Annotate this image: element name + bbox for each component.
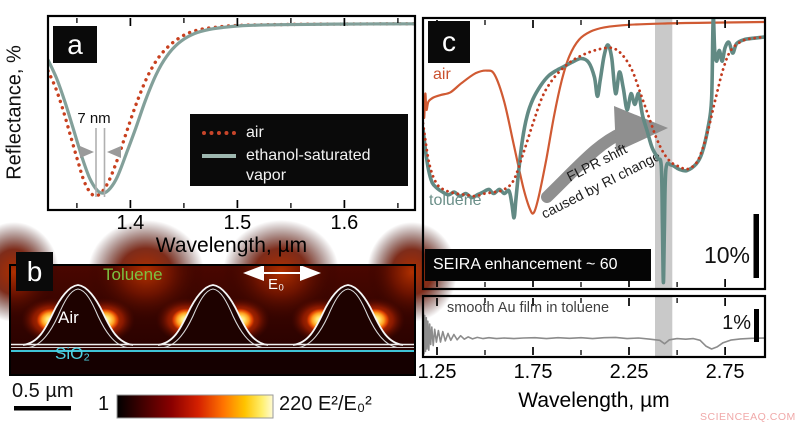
smooth-au-film-curve bbox=[424, 312, 764, 355]
panel-c-sub-curves bbox=[424, 312, 764, 355]
axis-tick-label: 1.4 bbox=[116, 212, 145, 234]
ri-highlight-band bbox=[655, 19, 673, 289]
panel-a-xlabel: Wavelength, µm bbox=[155, 234, 308, 257]
e0-field-label: E₀ bbox=[268, 276, 285, 293]
seira-enhancement-box: SEIRA enhancement ~ 60 bbox=[425, 249, 651, 281]
shift-annotation-marks bbox=[80, 128, 121, 197]
toluene-smooth-fit-curve bbox=[424, 35, 764, 198]
sio2-region-label: SiO₂ bbox=[55, 344, 90, 363]
highlight-band-main bbox=[655, 19, 673, 289]
toluene-region-label: Toluene bbox=[103, 265, 163, 284]
highlight-band-sub bbox=[655, 297, 673, 357]
substrate-region bbox=[10, 352, 415, 375]
field-map-border bbox=[9, 264, 416, 376]
watermark: SCIENCEAQ.COM bbox=[700, 411, 796, 423]
axis-tick-label: 1.6 bbox=[330, 212, 359, 234]
field-map bbox=[0, 220, 457, 419]
scale-10pct-label: 10% bbox=[703, 242, 750, 268]
colorbar-max-value: 220 bbox=[279, 393, 313, 415]
colorbar-unit: E²/E₀² bbox=[317, 393, 372, 415]
axis-tick-label: 2.75 bbox=[705, 361, 745, 383]
panel-c-sub-frame bbox=[421, 294, 767, 359]
panel-a-tag: a bbox=[53, 26, 97, 63]
panel-c-main-curves bbox=[424, 19, 764, 285]
legend-item-air: air bbox=[198, 123, 400, 143]
scale-1pct-label: 1% bbox=[722, 312, 751, 334]
panel-a-tag-letter: a bbox=[67, 28, 83, 60]
toluene-curve bbox=[424, 19, 764, 285]
legend-air-label: air bbox=[246, 124, 264, 141]
air-region-label: Air bbox=[58, 308, 79, 327]
scale-bar bbox=[14, 406, 71, 411]
scale-bar-10pct bbox=[753, 214, 759, 278]
axis-tick-label: 1.75 bbox=[513, 361, 553, 383]
panel-c-tag: c bbox=[428, 21, 470, 63]
panel-c-sub-ticks bbox=[436, 298, 726, 355]
ri-highlight-band bbox=[655, 297, 673, 357]
panel-c-tag-letter: c bbox=[442, 26, 456, 57]
panel-c-xlabel: Wavelength, µm bbox=[518, 389, 670, 412]
e0-arrow bbox=[243, 265, 321, 281]
panel-b-tag: b bbox=[16, 252, 53, 291]
toluene-curve-label: toluene bbox=[429, 192, 482, 209]
smooth-au-film-label: smooth Au film in toluene bbox=[447, 300, 610, 316]
flpr-shift-arrow: FLPR shift caused by RI change bbox=[539, 106, 668, 222]
colorbar bbox=[116, 394, 274, 419]
panel-b-tag-letter: b bbox=[26, 255, 43, 287]
colorbar-max-label: 220 E²/E₀² bbox=[279, 393, 372, 416]
panel-a-frame bbox=[46, 14, 417, 212]
scale-bar-label: 0.5 µm bbox=[12, 380, 74, 402]
legend-vapor-label: ethanol-saturated vapor bbox=[246, 147, 371, 184]
panel-a-ylabel: Reflectance, % bbox=[3, 45, 26, 180]
air-curve-label: air bbox=[433, 66, 451, 83]
colorbar-min-label: 1 bbox=[98, 393, 110, 415]
ridge-bumps bbox=[22, 284, 404, 349]
panel-a-legend: air ethanol-saturated vapor bbox=[190, 114, 408, 186]
vapor-line-sample-icon bbox=[202, 154, 236, 158]
axis-tick-label: 2.25 bbox=[609, 361, 649, 383]
axis-tick-label: 1.5 bbox=[223, 212, 252, 234]
panel-a-ticks bbox=[76, 18, 399, 208]
axis-tick-label: 1.25 bbox=[417, 361, 457, 383]
panel-c-main-frame bbox=[421, 16, 767, 291]
shift-annotation-label: 7 nm bbox=[77, 110, 111, 127]
air-line-sample-icon bbox=[202, 131, 236, 135]
air-curve bbox=[424, 20, 764, 215]
legend-item-vapor: ethanol-saturated vapor bbox=[198, 146, 400, 186]
scale-bar-1pct bbox=[754, 309, 759, 342]
